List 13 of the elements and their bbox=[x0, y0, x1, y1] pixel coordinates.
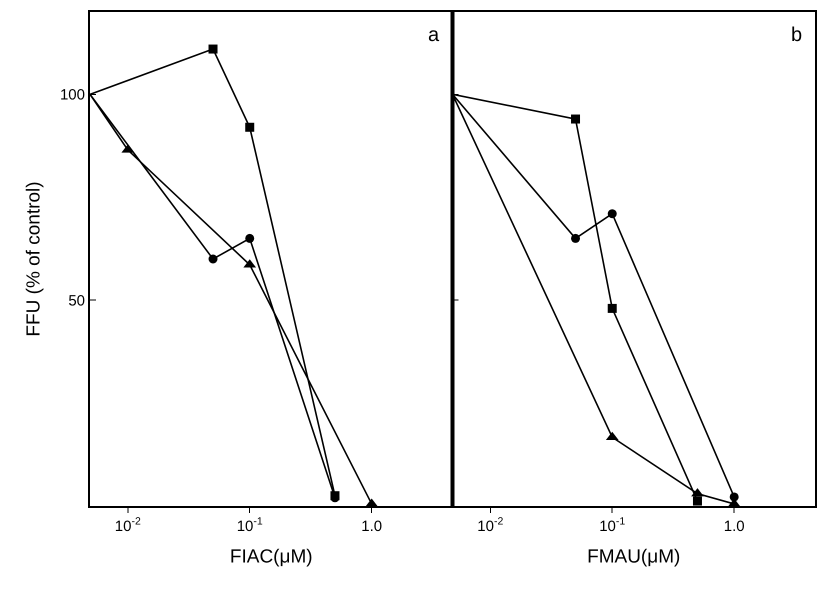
x-tick-label: 1.0 bbox=[724, 518, 745, 535]
annotation: b bbox=[791, 24, 802, 46]
x-tick-label: 1.0 bbox=[361, 518, 382, 535]
x-axis-title: FMAU(μM) bbox=[587, 546, 680, 568]
x-tick-label: 10$^{-1}$ bbox=[236, 516, 263, 535]
x-axis-title: FIAC(μM) bbox=[230, 546, 313, 568]
x-tick-label: 10$^{-2}$ bbox=[114, 516, 141, 535]
y-axis-title: FFU (% of control) bbox=[23, 181, 44, 337]
x-tick-label: 10$^{-1}$ bbox=[599, 516, 626, 535]
x-tick-label: 10$^{-2}$ bbox=[477, 516, 504, 535]
y-tick-label: 50 bbox=[68, 292, 85, 310]
y-tick-label: 100 bbox=[60, 86, 85, 104]
annotation: a bbox=[428, 24, 440, 46]
